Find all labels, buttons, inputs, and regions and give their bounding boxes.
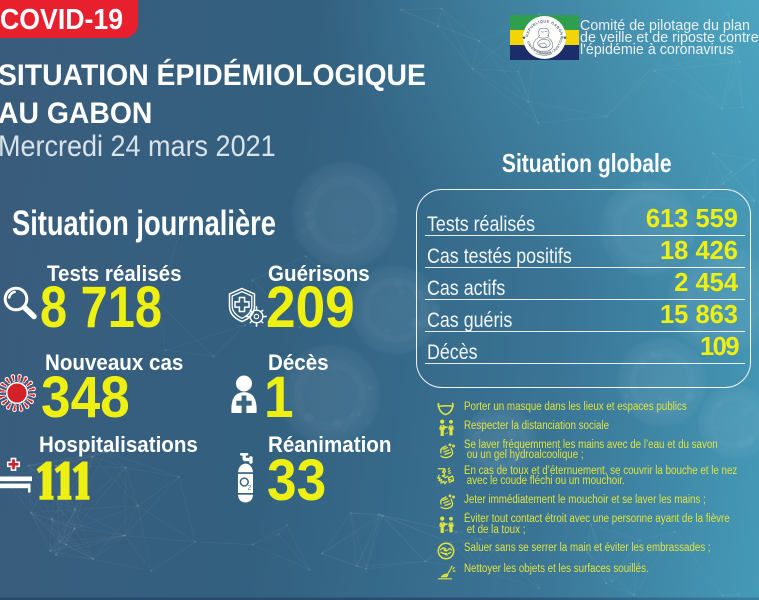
svg-text:2: 2 [248, 485, 252, 492]
